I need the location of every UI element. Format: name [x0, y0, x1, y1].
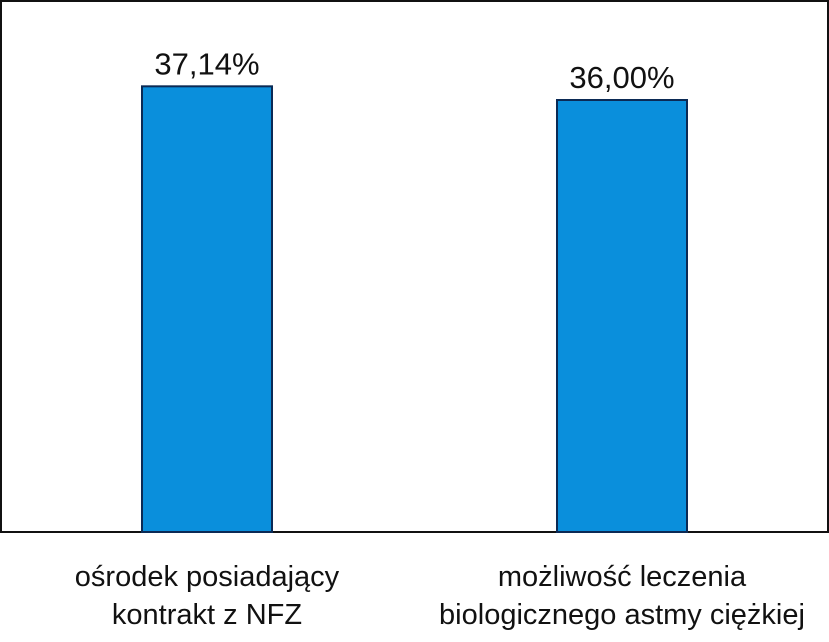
category-label-0-line-1: kontrakt z NFZ: [112, 599, 302, 631]
bar-1: [556, 99, 688, 533]
bars-layer: [141, 85, 688, 533]
labels-layer: 37,14% ośrodek posiadający kontrakt z NFZ 3…: [75, 46, 805, 631]
category-label-0-line-0: ośrodek posiadający: [75, 561, 340, 593]
data-label-0: 37,14%: [154, 46, 259, 81]
data-label-1: 36,00%: [569, 60, 674, 95]
category-label-1-line-1: biologicznego astmy ciężkiej: [439, 599, 805, 631]
category-label-1-line-0: możliwość leczenia: [498, 561, 747, 593]
bar-0: [141, 85, 273, 533]
plot-area-frame: [0, 0, 829, 533]
